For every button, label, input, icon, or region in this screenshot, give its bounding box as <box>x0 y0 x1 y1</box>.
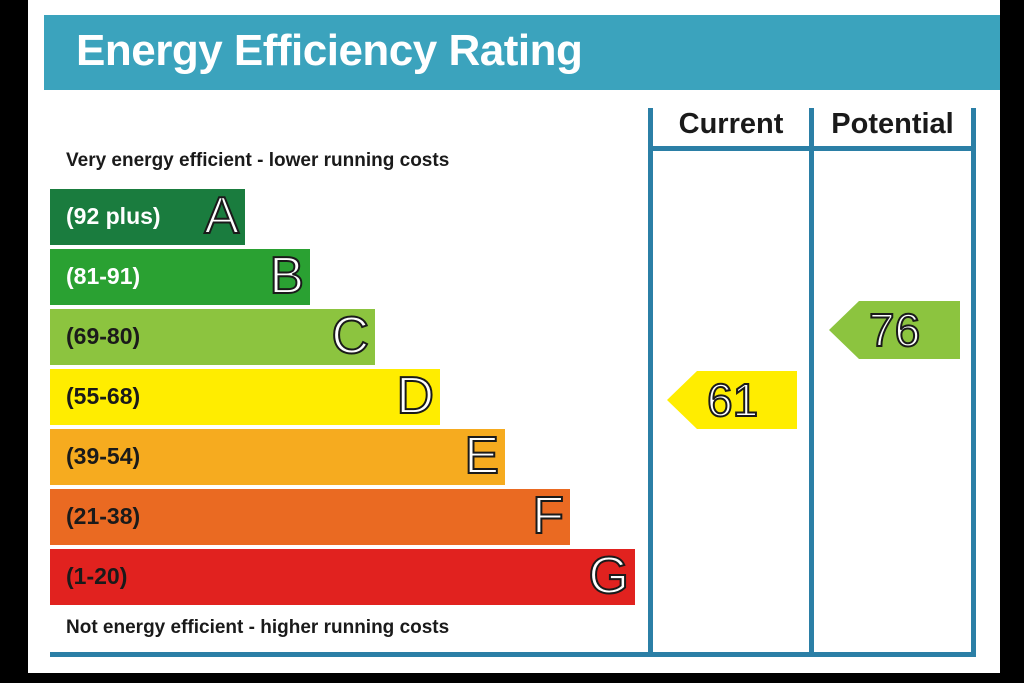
band-letter: F <box>531 486 565 546</box>
column-header-rule <box>648 146 976 151</box>
band-range-label: (92 plus) <box>66 203 161 229</box>
current-arrow-shape <box>667 371 797 429</box>
band-range-label: (69-80) <box>66 323 141 349</box>
column-header-current: Current <box>678 108 784 140</box>
band-range-label: (21-38) <box>66 503 141 529</box>
band-letter: D <box>395 366 435 426</box>
band-range-label: (81-91) <box>66 263 141 289</box>
band-letter: G <box>588 546 630 606</box>
chart-header: Energy Efficiency Rating <box>44 15 1000 90</box>
rating-band-b: (81-91) B <box>50 246 310 306</box>
band-range-label: (1-20) <box>66 563 128 589</box>
potential-rating-arrow: 76 <box>829 301 960 359</box>
column-header-potential: Potential <box>831 108 954 140</box>
top-caption: Very energy efficient - lower running co… <box>66 150 450 171</box>
column-divider-right <box>971 108 976 656</box>
bottom-caption: Not energy efficient - higher running co… <box>66 617 450 638</box>
chart-bottom-rule <box>50 652 976 657</box>
band-letter: A <box>203 186 240 246</box>
column-divider-left <box>648 108 653 656</box>
rating-band-d: (55-68) D <box>50 366 440 426</box>
frame-bottom <box>0 673 1024 683</box>
rating-band-e: (39-54) E <box>50 426 505 486</box>
band-range-label: (55-68) <box>66 383 141 409</box>
rating-band-g: (1-20) G <box>50 546 635 606</box>
frame-left <box>0 0 28 683</box>
band-letter: B <box>268 246 305 306</box>
frame-right <box>1000 0 1024 683</box>
rating-band-f: (21-38) F <box>50 486 570 546</box>
current-rating-value: 61 <box>706 373 759 427</box>
potential-arrow-shape <box>829 301 960 359</box>
band-range-label: (39-54) <box>66 443 141 469</box>
chart-title: Energy Efficiency Rating <box>76 26 583 75</box>
band-letter: E <box>463 426 500 486</box>
rating-band-a: (92 plus) A <box>50 186 245 246</box>
current-rating-arrow: 61 <box>667 371 797 429</box>
rating-band-c: (69-80) C <box>50 306 375 366</box>
column-divider-middle <box>809 108 814 656</box>
band-letter: C <box>330 306 370 366</box>
potential-rating-value: 76 <box>868 303 921 357</box>
